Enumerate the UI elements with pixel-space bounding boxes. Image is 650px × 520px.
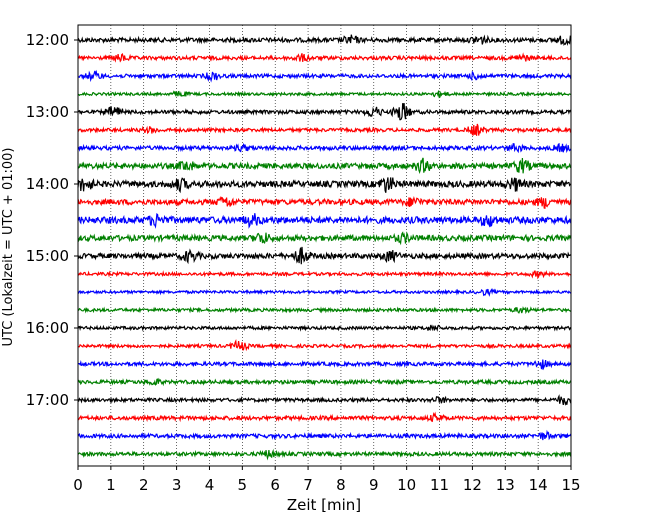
x-tick-label-12: 12 [463,476,482,494]
trace-1400 [77,177,572,194]
trace-1200 [77,34,572,46]
x-tick-label-11: 11 [430,476,449,494]
y-tick-label-1700: 17:00 [26,391,69,409]
trace-1515 [77,270,572,280]
trace-1730 [77,429,572,441]
x-tick-label-0: 0 [73,476,83,494]
x-tick-label-9: 9 [369,476,379,494]
trace-1245 [77,90,572,99]
x-tick-label-1: 1 [106,476,116,494]
x-axis-title: Zeit [min] [287,496,361,514]
y-tick-label-1300: 13:00 [26,103,69,121]
x-tick-label-2: 2 [139,476,149,494]
x-tick-label-15: 15 [561,476,580,494]
trace-1445 [77,231,572,246]
seismic-traces [77,34,572,461]
y-axis-ticks: 12:00 13:00 14:00 15:00 16:00 17:00 [26,31,78,409]
trace-1600 [77,324,572,332]
x-tick-label-8: 8 [336,476,346,494]
trace-1315 [77,123,572,136]
x-tick-label-6: 6 [270,476,280,494]
trace-1645 [77,377,572,387]
y-tick-label-1400: 14:00 [26,175,69,193]
trace-1530 [77,288,572,297]
trace-1230 [77,69,572,83]
x-tick-label-14: 14 [529,476,548,494]
trace-1615 [77,338,572,352]
x-tick-label-13: 13 [496,476,515,494]
x-tick-label-3: 3 [172,476,182,494]
trace-1715 [77,411,572,423]
y-axis-title: UTC (Lokalzeit = UTC + 01:00) [1,148,16,347]
trace-1500 [77,246,572,265]
y-tick-label-1200: 12:00 [26,31,69,49]
trace-1700 [77,394,572,406]
plot-frame [77,24,572,467]
trace-1630 [77,359,572,371]
x-tick-label-7: 7 [303,476,313,494]
trace-1745 [77,448,572,461]
x-tick-label-5: 5 [238,476,248,494]
x-tick-label-10: 10 [397,476,416,494]
x-tick-label-4: 4 [205,476,215,494]
trace-1430 [77,212,572,229]
trace-1415 [77,195,572,209]
y-tick-label-1500: 15:00 [26,247,69,265]
trace-1215 [77,52,572,63]
trace-1345 [77,157,572,175]
y-tick-label-1600: 16:00 [26,319,69,337]
trace-1545 [77,306,572,315]
trace-1300 [77,103,572,121]
trace-1330 [77,142,572,154]
x-axis-ticks: 0 1 2 3 4 5 6 7 8 9 10 11 12 13 14 15 [73,466,581,494]
